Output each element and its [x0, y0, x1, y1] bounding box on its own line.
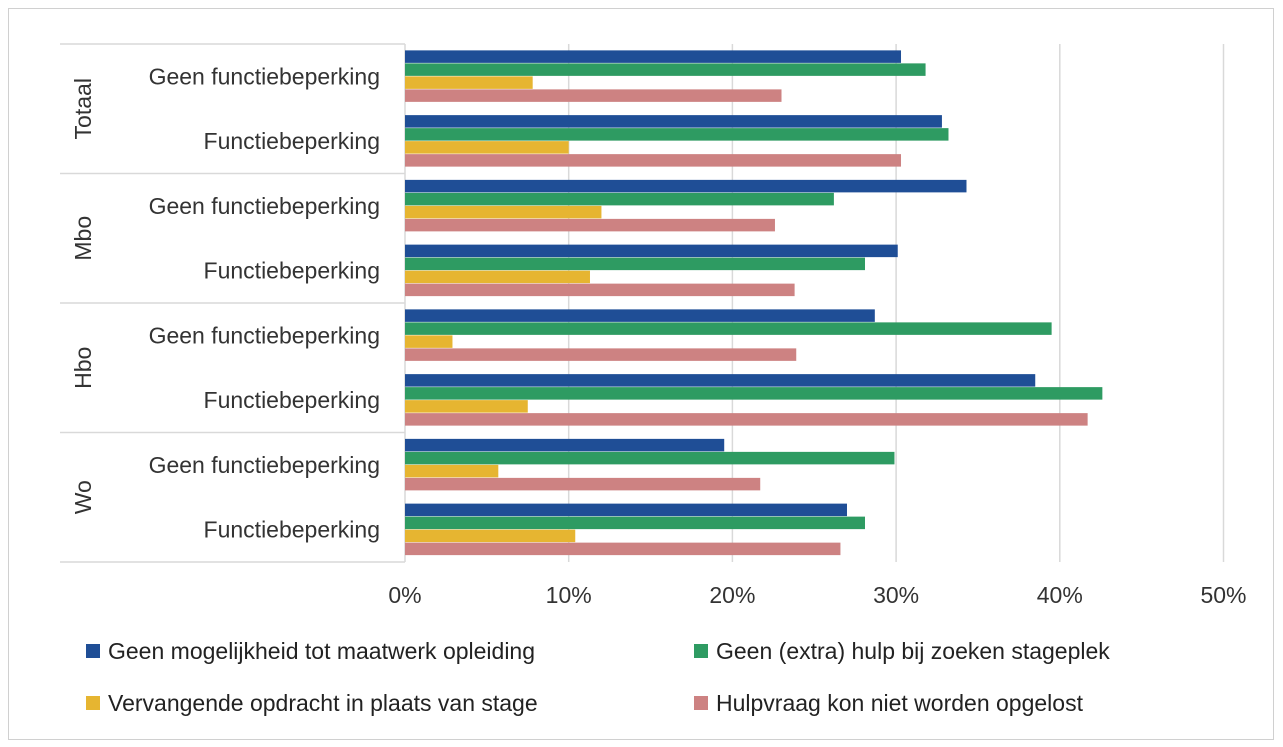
- bar-3-6: [405, 477, 761, 491]
- group-label: Wo: [70, 480, 96, 514]
- bar-0-5: [405, 374, 1036, 387]
- x-tick-label: 50%: [1200, 582, 1246, 608]
- legend-item-3: Vervangende opdracht in plaats van stage: [86, 690, 538, 716]
- bar-1-6: [405, 451, 895, 465]
- legend-label-3: Vervangende opdracht in plaats van stage: [108, 689, 538, 716]
- bar-1-5: [405, 387, 1103, 400]
- x-tick-label: 10%: [546, 582, 592, 608]
- category-label: Geen functiebeperking: [149, 452, 380, 478]
- bar-3-1: [405, 154, 902, 167]
- bar-2-1: [405, 141, 569, 154]
- bar-2-0: [405, 76, 533, 89]
- bar-0-2: [405, 179, 967, 193]
- category-label: Geen functiebeperking: [149, 63, 380, 89]
- bar-0-4: [405, 309, 875, 322]
- bar-0-3: [405, 244, 898, 258]
- legend-swatch-3: [86, 696, 100, 710]
- x-tick-label: 40%: [1037, 582, 1083, 608]
- legend-label-2: Geen (extra) hulp bij zoeken stageplek: [716, 637, 1110, 664]
- group-label: Mbo: [70, 216, 96, 261]
- bar-1-2: [405, 192, 834, 206]
- category-label: Functiebeperking: [204, 258, 380, 284]
- bar-1-1: [405, 128, 949, 141]
- bar-2-7: [405, 529, 576, 543]
- bar-3-0: [405, 89, 782, 102]
- x-tick-label: 0%: [388, 582, 421, 608]
- bar-2-5: [405, 400, 528, 413]
- legend-label-1: Geen mogelijkheid tot maatwerk opleiding: [108, 637, 536, 664]
- category-label: Functiebeperking: [204, 128, 380, 154]
- legend-swatch-1: [86, 644, 100, 658]
- bar-0-6: [405, 438, 725, 452]
- bar-2-2: [405, 205, 602, 219]
- bar-3-5: [405, 413, 1088, 426]
- bar-1-7: [405, 516, 865, 530]
- bar-0-1: [405, 115, 942, 128]
- x-tick-label: 30%: [873, 582, 919, 608]
- legend-item-2: Geen (extra) hulp bij zoeken stageplek: [694, 638, 1110, 664]
- bar-2-6: [405, 464, 499, 478]
- category-label: Geen functiebeperking: [149, 193, 380, 219]
- chart-frame: [8, 8, 1274, 740]
- bar-2-4: [405, 335, 453, 348]
- legend-item-4: Hulpvraag kon niet worden opgelost: [694, 690, 1083, 716]
- bar-3-3: [405, 283, 795, 297]
- bar-1-4: [405, 322, 1052, 335]
- category-label: Functiebeperking: [204, 517, 380, 543]
- bar-3-4: [405, 348, 797, 361]
- bar-1-3: [405, 257, 865, 271]
- bar-0-7: [405, 503, 847, 517]
- bar-3-7: [405, 542, 841, 556]
- category-label: Functiebeperking: [204, 387, 380, 413]
- bar-2-3: [405, 270, 590, 284]
- group-label: Totaal: [70, 78, 96, 139]
- bar-0-0: [405, 50, 902, 63]
- legend-item-1: Geen mogelijkheid tot maatwerk opleiding: [86, 638, 535, 664]
- x-tick-label: 20%: [709, 582, 755, 608]
- category-label: Geen functiebeperking: [149, 322, 380, 348]
- bar-3-2: [405, 218, 775, 232]
- group-label: Hbo: [70, 347, 96, 389]
- bar-1-0: [405, 63, 926, 76]
- legend-label-4: Hulpvraag kon niet worden opgelost: [716, 689, 1083, 716]
- legend-swatch-2: [694, 644, 708, 658]
- legend-swatch-4: [694, 696, 708, 710]
